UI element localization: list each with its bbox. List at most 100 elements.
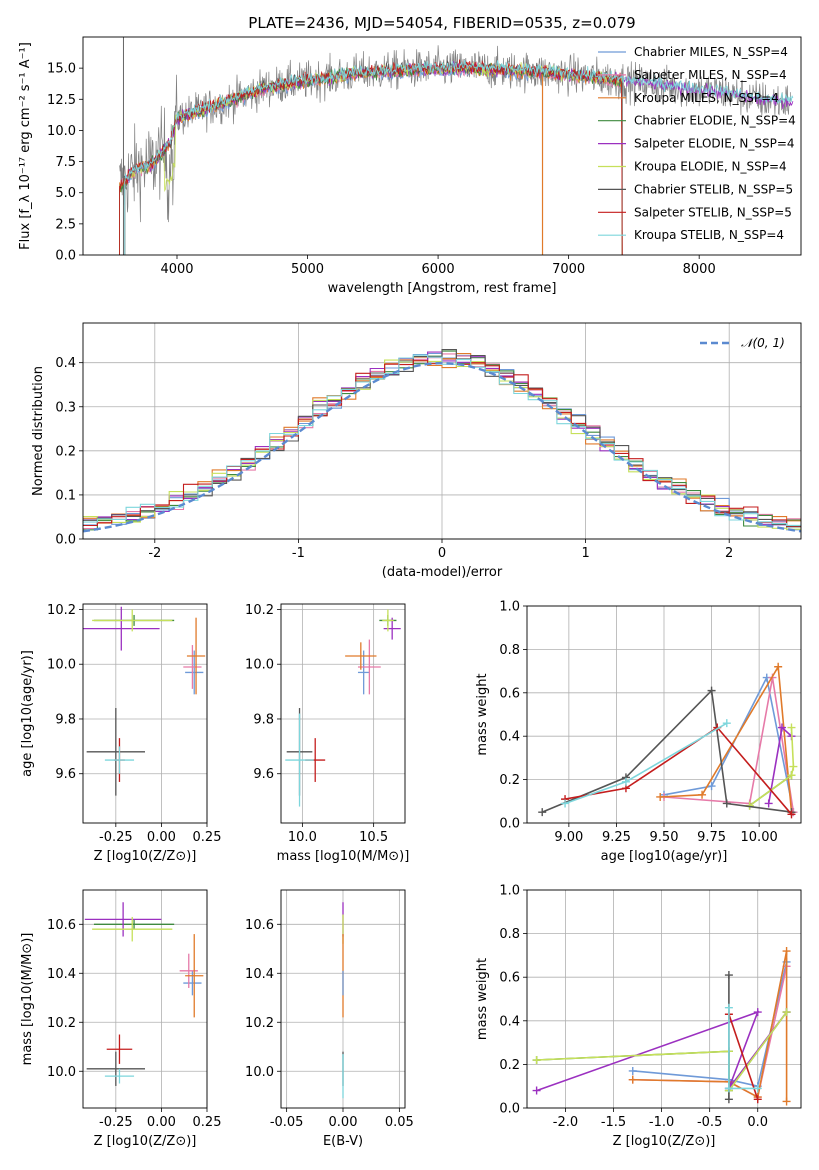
y-tick-label: 5.0 — [55, 186, 76, 201]
weight-marker-KM — [656, 792, 665, 801]
y-tick-label: 0.8 — [499, 643, 520, 658]
y-tick-label: 12.5 — [47, 93, 76, 108]
y-tick-label: 10.0 — [47, 658, 76, 673]
y-axis-label: Normed distribution — [31, 366, 46, 496]
y-tick-label: 9.8 — [55, 712, 76, 727]
weight-marker-CM — [707, 782, 716, 791]
model-spectrum-SS — [119, 59, 623, 255]
chart-weight_vs_age: 9.00 9.25 9.50 9.75 10.00 0.0 0.2 0.4 0.6 0.8 1.0 a… — [475, 600, 802, 864]
weight-marker-KS — [724, 1084, 733, 1093]
weight-marker-KS — [561, 799, 570, 808]
errorbar-KS — [285, 713, 314, 807]
errorbar-CE — [93, 919, 175, 930]
legend: Chabrier MILES, N_SSP=4 Salpeter MILES, N… — [598, 45, 796, 242]
weight-marker-KM — [774, 662, 783, 671]
y-axis-label: age [log10(age/yr)] — [20, 650, 35, 777]
errorbar-CM — [185, 650, 204, 695]
x-axis-label: Z [log10(Z/Z⊙)] — [94, 1134, 197, 1149]
axes-frame — [82, 889, 208, 1109]
y-tick-label: 0.4 — [55, 356, 76, 371]
y-tick-label: 0.2 — [499, 773, 520, 788]
x-tick-label: 0.25 — [193, 830, 222, 845]
y-tick-label: 1.0 — [499, 884, 520, 899]
x-tick-label: -1.0 — [649, 1115, 674, 1130]
x-tick-label: 0.00 — [329, 1115, 358, 1130]
normal-curve — [83, 361, 801, 533]
errorbar-CM — [357, 650, 370, 695]
y-tick-label: 10.6 — [245, 918, 274, 933]
weight-marker-KE — [787, 771, 796, 780]
errorbar-SE — [83, 606, 160, 651]
weight-marker-CS — [707, 686, 716, 695]
y-tick-label: 0.0 — [499, 1102, 520, 1117]
plot-area-weight_vs_Z — [532, 947, 791, 1106]
y-axis-label: mass weight — [475, 673, 490, 755]
errorbar-KE — [92, 916, 173, 942]
model-spectrum-KE — [124, 61, 623, 255]
x-tick-label: 4000 — [160, 262, 193, 277]
y-tick-label: 0.1 — [55, 488, 76, 503]
errorbar-SM — [183, 645, 202, 689]
chart-age_vs_Z: -0.25 0.00 0.25 9.6 9.8 10.0 10.2 Z [log10(Z/Z⊙… — [20, 603, 221, 864]
weight-line-SS — [564, 726, 793, 815]
chart-spectrum: 4000 5000 6000 7000 8000 0.0 2.5 5.0 7.5 10.0 12.5… — [18, 14, 802, 296]
x-tick-label: 10.0 — [288, 830, 317, 845]
errorbar-KM — [186, 617, 206, 695]
x-tick-label: 9.25 — [602, 830, 631, 845]
axes-frame — [280, 603, 406, 824]
x-tick-label: -1.5 — [601, 1115, 626, 1130]
y-tick-label: 10.4 — [47, 967, 76, 982]
weight-marker-KE — [789, 762, 798, 771]
x-tick-label: 0 — [438, 546, 446, 561]
y-tick-label: 1.0 — [499, 600, 520, 615]
weight-line-SS — [728, 1014, 759, 1100]
x-axis-label: wavelength [Angstrom, rest frame] — [328, 281, 557, 296]
x-tick-label: 9.50 — [650, 830, 679, 845]
weight-marker-CS — [724, 971, 733, 980]
legend-label: Kroupa STELIB, N_SSP=4 — [634, 228, 784, 242]
legend-label: Salpeter ELODIE, N_SSP=4 — [634, 137, 795, 151]
axes-frame — [526, 889, 802, 1109]
plot-area-weight_vs_age — [538, 662, 798, 819]
y-tick-label: 10.0 — [47, 1065, 76, 1080]
weight-marker-CS — [724, 1095, 733, 1104]
errorbar-KM — [345, 642, 377, 670]
y-tick-label: 0.3 — [55, 400, 76, 415]
x-tick-label: 9.00 — [554, 830, 583, 845]
weight-marker-CM — [628, 1066, 637, 1075]
x-tick-label: -0.05 — [270, 1115, 304, 1130]
histogram-KS — [83, 354, 801, 526]
weight-marker-KS — [621, 777, 630, 786]
chart-mass_vs_Z: -0.25 0.00 0.25 10.0 10.2 10.4 10.6 Z [log10(Z/… — [20, 889, 222, 1149]
y-axis-label: mass [log10(M/M⊙)] — [20, 933, 35, 1066]
axes-frame — [82, 322, 802, 540]
histogram-KM — [83, 353, 801, 524]
y-tick-label: 0.0 — [55, 533, 76, 548]
x-tick-label: 7000 — [552, 262, 585, 277]
y-tick-label: 0.6 — [499, 971, 520, 986]
y-tick-label: 9.8 — [253, 712, 274, 727]
plot-area-residuals — [83, 349, 801, 533]
model-spectrum-CE — [119, 62, 623, 255]
errorbar-KS — [104, 746, 135, 774]
errorbar-KM — [185, 934, 204, 1018]
legend-label: Chabrier ELODIE, N_SSP=4 — [634, 114, 796, 128]
x-tick-label: 10.5 — [359, 830, 388, 845]
weight-marker-KM — [782, 947, 791, 956]
x-tick-label: 0.25 — [193, 1115, 222, 1130]
legend-label: Salpeter MILES, N_SSP=4 — [634, 68, 787, 82]
y-tick-label: 0.0 — [55, 249, 76, 264]
weight-marker-SE — [753, 1008, 762, 1017]
x-tick-label: 0.00 — [147, 1115, 176, 1130]
model-spectrum-CS — [124, 60, 623, 255]
y-tick-label: 0.6 — [499, 686, 520, 701]
x-axis-label: age [log10(age/yr)] — [601, 849, 728, 864]
y-tick-label: 0.2 — [499, 1058, 520, 1073]
chart-title: PLATE=2436, MJD=54054, FIBERID=0535, z=0… — [248, 14, 635, 32]
y-tick-label: 9.6 — [55, 767, 76, 782]
chart-weight_vs_Z: -2.0 -1.5 -1.0 -0.5 0.0 0.0 0.2 0.4 0.6 0.8 1.0 Z [… — [475, 884, 802, 1149]
axes-frame — [526, 605, 802, 824]
y-tick-label: 10.0 — [47, 124, 76, 139]
plot-area-age_vs_mass — [285, 609, 401, 807]
